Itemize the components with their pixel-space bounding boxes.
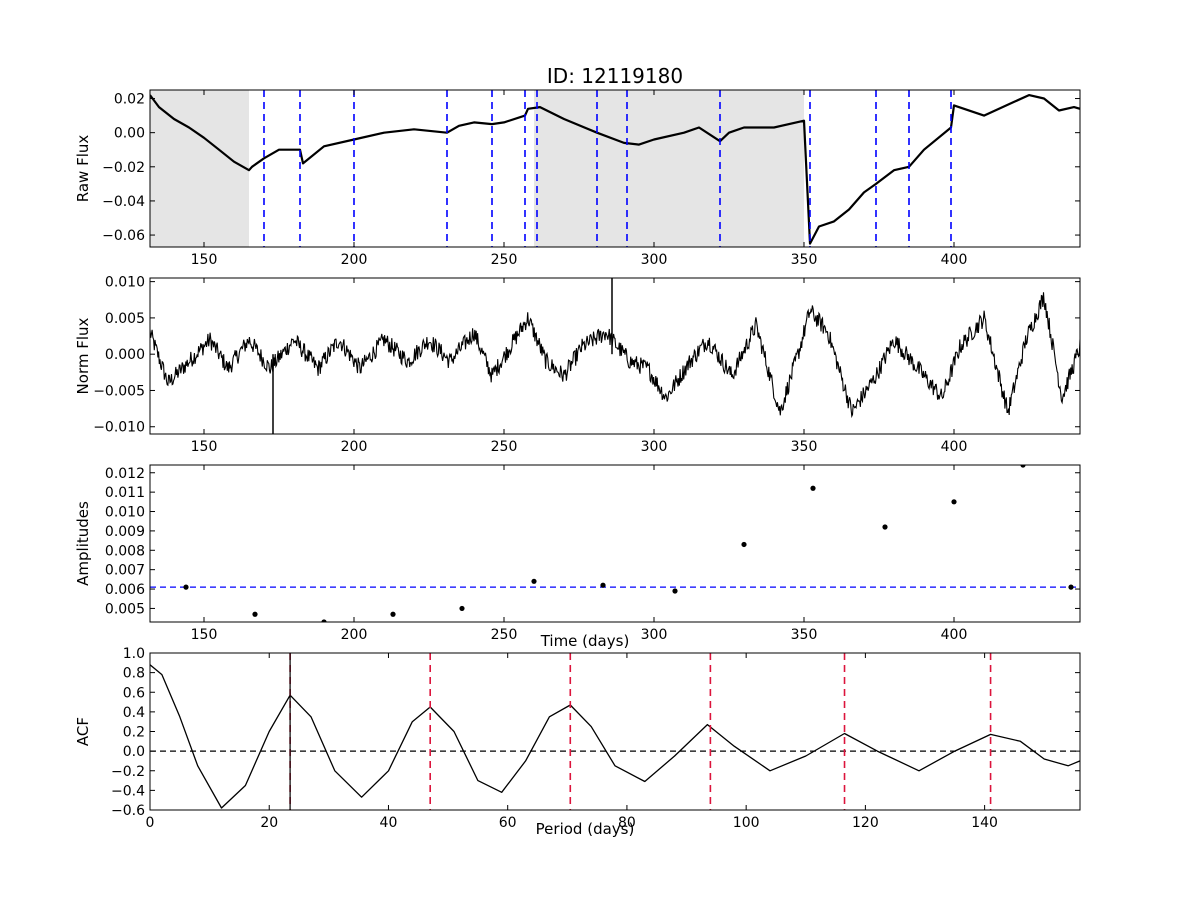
y-tick-label: 0.010 <box>105 275 145 291</box>
x-tick-label: 0 <box>146 815 155 831</box>
x-tick-label: 150 <box>191 252 218 268</box>
x-tick-label: 120 <box>852 815 879 831</box>
x-tick-label: 400 <box>941 627 968 643</box>
x-tick-label: 400 <box>941 439 968 455</box>
x-tick-label: 350 <box>791 252 818 268</box>
series-line <box>150 664 1080 809</box>
panel-acf: 0 20 40 60 80 100 120 140 1.0 0.8 0.6 0.4 0.2 0.0 −0.2… <box>74 646 1081 838</box>
amplitude-point <box>741 541 747 548</box>
y-tick-label: 0.000 <box>105 347 145 363</box>
y-tick-label: 0.02 <box>114 92 145 108</box>
plot-area <box>150 278 1080 434</box>
amplitude-point <box>321 619 327 622</box>
axes-frame <box>149 464 1081 623</box>
x-tick-label: 400 <box>941 252 968 268</box>
y-tick-label: 0.2 <box>123 725 145 741</box>
y-tick-label: −0.005 <box>93 383 145 399</box>
y-tick-label: 1.0 <box>123 646 145 662</box>
x-tick-label: 350 <box>791 627 818 643</box>
shaded-region <box>534 90 804 247</box>
amplitude-point <box>252 611 258 617</box>
y-tick-label: 0.009 <box>105 524 145 540</box>
amplitude-point <box>1068 584 1074 590</box>
x-tick-label: 300 <box>641 252 668 268</box>
y-tick-label: 0.00 <box>114 126 145 142</box>
x-tick-label: 250 <box>491 252 518 268</box>
y-tick-label: 0.0 <box>123 744 145 760</box>
y-tick-label: −0.06 <box>102 228 145 244</box>
x-tick-label: 200 <box>341 439 368 455</box>
amplitude-point <box>390 611 396 617</box>
x-axis-label: Time (days) <box>540 632 630 650</box>
x-axis-label: Period (days) <box>536 820 635 838</box>
axes-frame <box>149 277 1081 435</box>
x-tick-label: 80 <box>618 815 636 831</box>
x-tick-label: 300 <box>641 627 668 643</box>
y-axis-label: Norm Flux <box>74 317 92 394</box>
y-tick-label: 0.011 <box>105 485 145 501</box>
x-tick-label: 300 <box>641 439 668 455</box>
y-tick-label: −0.04 <box>102 194 145 210</box>
y-tick-label: 0.8 <box>123 666 145 682</box>
panels: 150 200 250 300 350 4000.020.00−0.02−0.04−0.0… <box>74 89 1081 838</box>
y-tick-label: −0.4 <box>111 783 145 799</box>
y-axis-label: ACF <box>74 717 92 746</box>
panel-amplitudes: 150 200 250 300 350 400 0.012 0.011 0.010 0.009 0.… <box>74 464 1081 650</box>
y-tick-label: −0.02 <box>102 160 145 176</box>
figure-title: ID: 12119180 <box>547 64 683 88</box>
y-tick-label: −0.2 <box>111 764 145 780</box>
x-tick-label: 20 <box>260 815 278 831</box>
amplitude-point <box>531 578 537 584</box>
amplitude-point <box>183 584 189 590</box>
y-tick-label: −0.010 <box>93 420 145 436</box>
x-tick-label: 250 <box>491 439 518 455</box>
y-tick-label: 0.007 <box>105 563 145 579</box>
x-tick-label: 200 <box>341 252 368 268</box>
axes-frame <box>149 89 1081 248</box>
x-tick-label: 40 <box>380 815 398 831</box>
plot-area <box>150 90 1080 247</box>
shaded-region <box>150 90 249 247</box>
x-tick-label: 200 <box>341 627 368 643</box>
x-tick-label: 60 <box>499 815 517 831</box>
y-tick-label: 0.4 <box>123 705 145 721</box>
x-tick-label: 140 <box>971 815 998 831</box>
plot-area <box>150 653 1080 810</box>
y-tick-label: 0.005 <box>105 601 145 617</box>
amplitude-point <box>1020 465 1026 468</box>
x-tick-label: 150 <box>191 627 218 643</box>
x-tick-label: 250 <box>491 627 518 643</box>
y-axis-label: Amplitudes <box>74 501 92 586</box>
y-tick-label: 0.010 <box>105 505 145 521</box>
amplitude-point <box>459 605 465 612</box>
y-tick-label: −0.6 <box>111 803 145 819</box>
amplitude-point <box>882 524 888 530</box>
y-axis-label: Raw Flux <box>74 135 92 203</box>
y-tick-label: 0.006 <box>105 582 145 598</box>
y-tick-label: 0.005 <box>105 311 145 327</box>
plot-area <box>150 465 1080 622</box>
amplitude-point <box>810 485 816 491</box>
x-tick-label: 350 <box>791 439 818 455</box>
y-tick-label: 0.6 <box>123 685 145 701</box>
series-line <box>150 93 1080 245</box>
amplitude-point <box>600 582 606 588</box>
panel-raw-flux: 150 200 250 300 350 400 0.02 0.00 −0.02 −0.04 −0.0… <box>74 89 1081 268</box>
amplitude-point <box>951 499 957 505</box>
y-tick-label: 0.008 <box>105 543 145 559</box>
series-line <box>150 292 1080 419</box>
y-tick-label: 0.012 <box>105 466 145 482</box>
x-tick-label: 150 <box>191 439 218 455</box>
panel-norm-flux: 150 200 250 300 350 400 0.010 0.005 0.000 −0.005 −… <box>74 275 1081 455</box>
amplitude-point <box>672 588 678 594</box>
x-tick-label: 100 <box>733 815 760 831</box>
